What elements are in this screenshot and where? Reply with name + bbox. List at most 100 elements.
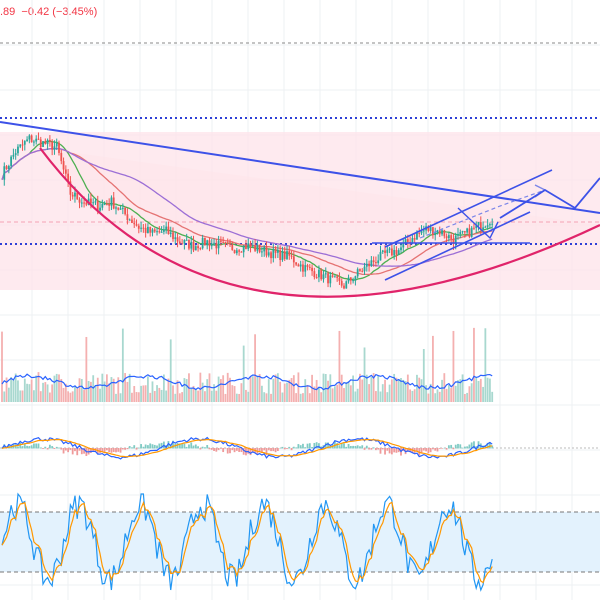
candle-body <box>74 192 76 197</box>
candle-body <box>479 222 482 230</box>
volume-bar <box>265 393 268 402</box>
candle-body <box>404 239 407 244</box>
volume-bar <box>327 380 329 402</box>
volume-bar <box>7 387 10 402</box>
macd-histogram-bar <box>158 443 161 449</box>
macd-histogram-bar <box>33 443 35 449</box>
candle-body <box>420 231 423 234</box>
candle-body <box>121 207 124 209</box>
macd-histogram-bar <box>432 448 434 450</box>
candle-body <box>238 250 241 252</box>
macd-histogram-bar <box>286 448 288 449</box>
candle-body <box>133 222 136 225</box>
macd-histogram-bar <box>99 448 101 453</box>
volume-bar <box>338 330 341 402</box>
macd-histogram-bar <box>379 448 382 454</box>
volume-bar <box>290 378 293 402</box>
volume-bar <box>169 339 172 402</box>
volume-bar <box>322 373 325 402</box>
volume-bar <box>215 390 218 402</box>
moving-averages <box>1 140 493 281</box>
macd-histogram-bar <box>210 448 213 450</box>
volume-bar <box>404 381 407 402</box>
macd-histogram-bar <box>363 448 366 450</box>
candle-body <box>390 248 393 256</box>
candle-body <box>422 230 425 232</box>
volume-bar <box>249 377 252 402</box>
volume-bar <box>44 382 47 402</box>
macd-histogram-bar <box>279 447 282 449</box>
volume-bar <box>194 389 197 402</box>
volume-bar <box>192 385 195 402</box>
volume-bar <box>74 386 76 402</box>
candle-body <box>135 224 138 226</box>
macd-histogram-bar <box>128 446 131 449</box>
candle-body <box>304 265 307 272</box>
volume-bar <box>208 373 211 402</box>
macd-histogram-bar <box>452 448 455 450</box>
candle-body <box>153 229 156 232</box>
candle-body <box>379 252 382 261</box>
candle-body <box>482 227 484 230</box>
volume-bar <box>420 379 423 402</box>
volume-bar <box>272 378 275 402</box>
candle-body <box>224 242 227 244</box>
macd-histogram-bar <box>377 448 380 450</box>
macd-histogram-bar <box>356 445 359 449</box>
candle-body <box>386 249 389 253</box>
volume-bar <box>425 385 427 402</box>
candle-body <box>215 242 218 249</box>
macd-panel <box>0 436 600 460</box>
candle-body <box>477 222 480 226</box>
candle-body <box>475 225 478 229</box>
volume-bar <box>103 381 106 402</box>
volume-bar <box>274 374 277 402</box>
candle-body <box>418 232 421 234</box>
volume-bar <box>450 388 453 402</box>
volume-bar <box>144 385 147 402</box>
candle-body <box>406 239 409 242</box>
volume-bar <box>292 375 295 402</box>
macd-signal-line <box>1 438 493 458</box>
candle-body <box>7 165 10 170</box>
volume-bar <box>395 377 398 402</box>
macd-histogram-bar <box>7 443 10 449</box>
macd-histogram-bar <box>142 446 145 449</box>
candle-body <box>377 260 380 264</box>
volume-bar <box>336 384 339 402</box>
candle-body <box>147 226 149 233</box>
volume-bar <box>299 393 302 402</box>
candle-body <box>245 245 247 250</box>
volume-bar <box>447 384 450 402</box>
volume-bar <box>416 374 418 402</box>
candle-body <box>201 237 204 249</box>
macd-histogram-bar <box>375 448 377 451</box>
candle-body <box>105 203 108 205</box>
candle-body <box>206 240 209 246</box>
candle-body <box>311 267 313 272</box>
candle-body <box>14 153 17 155</box>
candle-body <box>192 241 195 251</box>
candle-body <box>461 231 464 233</box>
volume-bar <box>48 392 51 402</box>
candle-body <box>297 264 300 267</box>
moving-average-line <box>1 147 493 276</box>
macd-histogram-bar <box>48 444 51 449</box>
volume-bar <box>340 374 343 402</box>
volume-bar <box>347 381 350 402</box>
volume-bar <box>42 382 44 402</box>
macd-histogram-bar <box>281 446 284 449</box>
candle-body <box>254 245 256 251</box>
candle-body <box>242 245 245 253</box>
volume-bar <box>190 388 193 402</box>
candle-body <box>272 249 275 259</box>
candle-body <box>445 236 448 239</box>
candle-body <box>375 262 377 264</box>
volume-bar <box>124 373 127 402</box>
macd-histogram-bar <box>306 443 309 449</box>
volume-bar <box>468 386 471 402</box>
volume-bar <box>489 378 491 402</box>
macd-histogram-bar <box>288 446 291 449</box>
candle-body <box>466 228 469 233</box>
